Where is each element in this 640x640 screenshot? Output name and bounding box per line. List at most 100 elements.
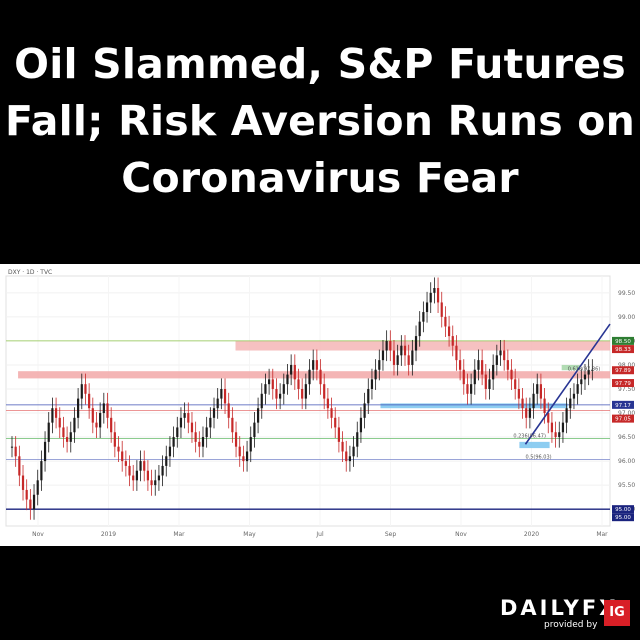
candle-body (488, 379, 491, 389)
candle-body (330, 408, 333, 418)
candle-body (407, 355, 410, 365)
fib-label: 0.236(96.47) (513, 434, 546, 440)
candle-body (411, 350, 414, 365)
candle-body (418, 321, 421, 337)
candle-body (88, 393, 91, 409)
candle-body (43, 441, 47, 462)
candle-body (10, 446, 14, 448)
candle-body (444, 316, 447, 327)
candle-body (400, 345, 403, 356)
candle-body (521, 398, 524, 409)
candle-body (14, 446, 17, 457)
candle-body (245, 451, 249, 462)
candle-body (447, 326, 451, 337)
candle-body (503, 350, 506, 361)
fib-label: 0.5(96.03) (525, 455, 551, 461)
brand-name: DAILYFX (500, 596, 619, 620)
candle-body (139, 461, 142, 471)
candle-body (462, 369, 465, 385)
candle-body (591, 369, 594, 371)
candle-body (150, 480, 153, 486)
candle-body (565, 408, 568, 423)
price-label: 97.89 (615, 368, 631, 374)
candle-body (304, 384, 307, 399)
candle-body (190, 422, 194, 433)
candle-body (506, 360, 509, 370)
headline-line-2: Fall; Risk Aversion Runs on (4, 97, 636, 145)
candle-body (326, 398, 329, 409)
candle-body (29, 499, 32, 510)
candle-body (176, 427, 179, 438)
price-label: 97.05 (615, 417, 631, 423)
headline-line-3: Coronavirus Fear (121, 154, 519, 202)
candle-body (161, 465, 164, 476)
symbol-label: DXY · 1D · TVC (8, 269, 52, 276)
candle-body (198, 441, 201, 447)
y-tick-label: 97.50 (618, 386, 635, 393)
candle-body (121, 451, 124, 462)
candle-body (429, 292, 432, 303)
candle-body (91, 408, 94, 423)
candle-body (517, 388, 520, 399)
candle-body (477, 360, 480, 370)
candle-body (84, 384, 87, 394)
candle-body (301, 388, 304, 399)
dailyfx-logo: DAILYFX provided by IG (500, 596, 630, 632)
candle-body (576, 384, 579, 394)
candle-body (370, 379, 374, 389)
candle-body (561, 422, 565, 433)
candle-body (396, 355, 399, 365)
x-tick-label: Mar (596, 531, 608, 538)
x-tick-label: Nov (455, 531, 467, 538)
plot-area (5, 275, 611, 527)
candle-body (473, 369, 476, 385)
headline-line-1: Oil Slammed, S&P Futures (14, 40, 626, 88)
candle-body (580, 379, 583, 385)
candle-body (47, 422, 50, 442)
candle-body (36, 480, 39, 495)
candle-body (220, 388, 223, 399)
candle-body (179, 417, 183, 428)
x-tick-label: Nov (32, 531, 44, 538)
x-tick-label: May (243, 531, 256, 538)
y-tick-label: 98.00 (618, 362, 635, 369)
candle-body (455, 345, 458, 361)
candle-body (99, 413, 102, 428)
candle-body (356, 432, 359, 447)
candle-body (242, 456, 245, 462)
candle-body (492, 364, 495, 380)
zone-target-box (561, 364, 580, 371)
zone-resistance-lower (18, 371, 610, 379)
candle-body (143, 461, 146, 471)
candle-body (95, 422, 98, 428)
y-tick-label: 99.50 (618, 290, 635, 297)
candle-body (547, 413, 550, 423)
price-label-box (612, 379, 634, 388)
candle-body (484, 374, 487, 389)
candle-body (132, 475, 135, 481)
candle-body (124, 461, 127, 466)
candle-body (425, 302, 429, 313)
price-label: 95.00 (615, 507, 631, 513)
x-tick-label: 2019 (101, 531, 116, 538)
zone-low-box (519, 441, 550, 449)
zone-support-zone (380, 403, 568, 409)
candle-body (381, 350, 385, 361)
trendline (524, 323, 611, 445)
candle-body (323, 384, 326, 399)
candle-body (194, 432, 197, 442)
price-label: 95.00 (615, 515, 631, 521)
candle-body (51, 408, 54, 423)
candle-body (212, 408, 216, 418)
candle-body (319, 369, 322, 385)
candle-body (543, 398, 546, 414)
candle-body (587, 369, 590, 375)
candle-body (253, 422, 256, 438)
candle-body (117, 446, 120, 452)
candle-body (260, 393, 263, 409)
candle-body (282, 384, 285, 394)
candle-body (227, 403, 230, 418)
candle-body (32, 494, 36, 510)
candle-body (378, 360, 381, 370)
price-label-box (612, 345, 634, 354)
